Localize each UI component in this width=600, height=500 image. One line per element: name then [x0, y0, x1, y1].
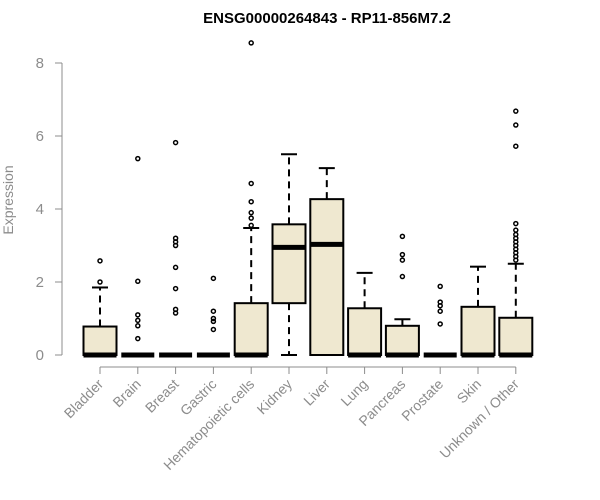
outlier-point — [172, 264, 179, 271]
x-tick-label: Brain — [109, 376, 143, 410]
x-tick-label: Breast — [142, 376, 182, 416]
outlier-point — [210, 326, 217, 333]
outlier-point — [399, 273, 406, 280]
outlier-point — [248, 180, 254, 187]
outlier-point — [248, 198, 254, 205]
outlier-point — [135, 155, 141, 162]
outlier-point — [248, 209, 254, 216]
iqr-box — [271, 223, 307, 305]
outlier-point — [210, 315, 217, 322]
outlier-point — [248, 215, 254, 221]
y-tick-label: 4 — [36, 201, 44, 218]
boxes-layer — [82, 40, 534, 358]
box-group — [460, 265, 496, 358]
box-group — [121, 155, 155, 358]
outlier-point — [172, 139, 179, 146]
box-group — [82, 258, 118, 358]
x-tick-label: Skin — [454, 376, 485, 407]
iqr-box — [460, 305, 496, 357]
outlier-point — [97, 258, 103, 264]
outlier-point — [135, 317, 141, 324]
iqr-box — [233, 302, 269, 357]
box-group — [271, 153, 307, 356]
outlier-point — [135, 312, 141, 318]
iqr-box — [347, 307, 383, 356]
outlier-point — [248, 40, 254, 46]
box-group — [196, 275, 230, 358]
outlier-point — [513, 122, 519, 128]
outlier-point — [210, 318, 217, 325]
y-tick-label: 6 — [36, 128, 44, 145]
outlier-point — [210, 275, 217, 282]
outlier-point — [513, 220, 519, 227]
outlier-point — [513, 227, 519, 233]
outlier-point — [172, 285, 179, 292]
y-axis-label: Expression — [0, 165, 16, 234]
x-tick-label: Liver — [300, 376, 333, 409]
outlier-point — [399, 251, 406, 258]
x-tick-label: Prostate — [398, 376, 446, 424]
outlier-point — [135, 278, 141, 285]
outlier-point — [210, 308, 217, 314]
iqr-box — [384, 324, 420, 356]
outlier-point — [97, 279, 103, 285]
y-tick-label: 0 — [36, 347, 44, 364]
y-tick-label: 2 — [36, 274, 44, 291]
outlier-point — [135, 323, 141, 329]
outlier-point — [513, 143, 519, 149]
outlier-point — [513, 108, 519, 114]
box-group — [384, 233, 420, 358]
y-axis: 0 2 4 6 8 — [36, 55, 63, 364]
y-tick-label: 8 — [36, 55, 44, 72]
outlier-point — [437, 283, 443, 290]
x-tick-label: Lung — [337, 376, 370, 409]
outlier-point — [248, 222, 254, 229]
box-group — [159, 139, 193, 358]
iqr-box — [309, 198, 345, 356]
outlier-point — [399, 233, 406, 240]
iqr-box — [82, 325, 118, 356]
x-tick-label: Bladder — [61, 376, 107, 422]
outlier-point — [172, 306, 179, 313]
chart-title: ENSG00000264843 - RP11-856M7.2 — [203, 10, 451, 27]
box-group — [423, 283, 457, 358]
box-group — [347, 271, 383, 358]
outlier-point — [437, 308, 443, 314]
outlier-point — [399, 257, 406, 263]
outlier-point — [437, 321, 443, 327]
box-group — [498, 108, 534, 358]
outlier-point — [513, 231, 519, 238]
iqr-box — [498, 316, 534, 356]
x-tick-label: Kidney — [254, 376, 296, 418]
outlier-point — [437, 299, 443, 305]
box-group — [309, 167, 345, 356]
outlier-point — [172, 235, 179, 241]
outlier-point — [135, 335, 141, 342]
box-group — [233, 40, 269, 358]
